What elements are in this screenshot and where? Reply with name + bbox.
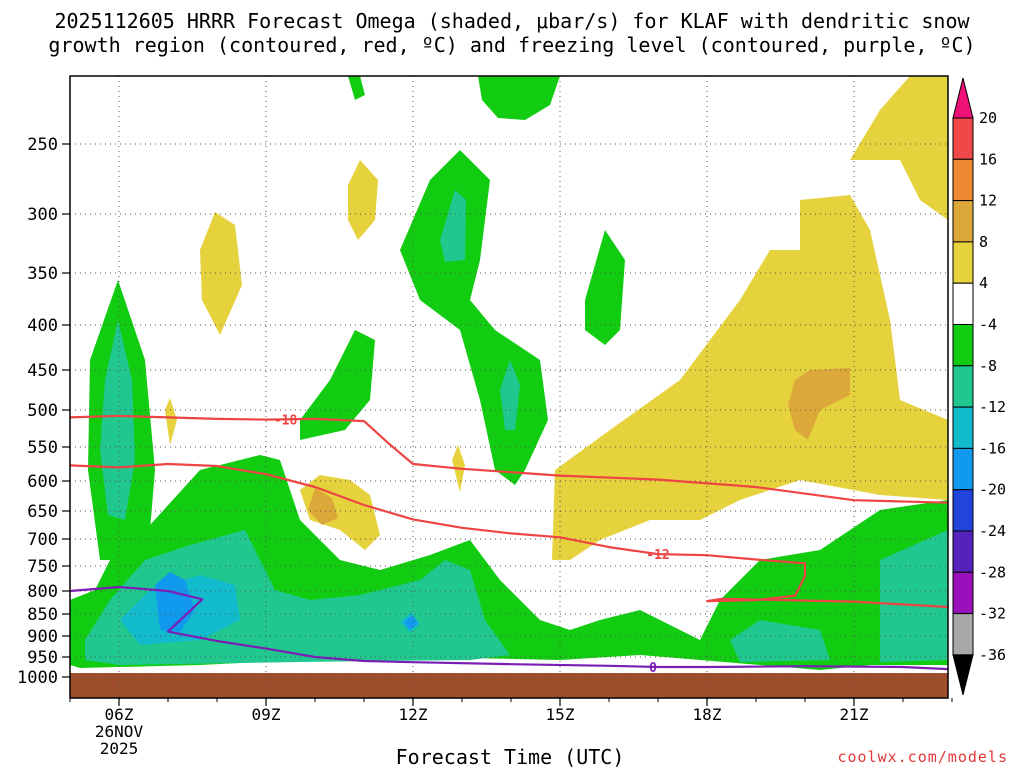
x-tick-year: 2025 — [100, 739, 139, 758]
y-tick-label: 650 — [27, 502, 58, 522]
shade-region-mid-09z-green — [300, 330, 375, 440]
y-axis: 2503003504004505005506006507007508008509… — [17, 135, 70, 688]
gridlines — [70, 76, 948, 698]
colorbar-top-arrow — [952, 77, 974, 119]
colorbar-label: 20 — [979, 109, 997, 127]
colorbar-label: -24 — [979, 522, 1006, 540]
contour-dendritic--18 — [70, 414, 948, 504]
colorbar-bottom-arrow — [952, 654, 974, 696]
shade-region-top-14z-green — [478, 76, 560, 120]
colorbar-cell — [952, 200, 974, 243]
shade-region-dot-blue — [404, 615, 418, 630]
shade-region-mid-14z-teal — [500, 360, 520, 430]
colorbar-cell — [952, 324, 974, 367]
colorbar-label: -4 — [979, 316, 997, 334]
contour-label: -18 — [274, 414, 298, 429]
shade-region-orange-10z — [308, 488, 338, 525]
colorbar-label: -16 — [979, 439, 1006, 457]
x-tick-label: 21Z — [840, 705, 869, 724]
y-tick-label: 400 — [27, 316, 58, 336]
ground-surface — [70, 673, 948, 698]
shade-region-yellow-07z — [165, 398, 177, 445]
shade-region-top-10z-green — [348, 76, 365, 100]
x-tick-label: 06Z — [105, 705, 134, 724]
shade-region-yellow-10z — [348, 160, 378, 240]
y-tick-label: 600 — [27, 472, 58, 492]
x-tick-label: 09Z — [252, 705, 281, 724]
shade-region-upper-15z-green — [585, 230, 625, 345]
shade-region-low-right-teal — [880, 530, 948, 662]
colorbar-label: -32 — [979, 605, 1006, 623]
colorbar-cell — [952, 117, 974, 160]
shade-region-upper-13z-teal — [440, 190, 466, 262]
y-tick-label: 550 — [27, 438, 58, 458]
colorbar-label: -20 — [979, 481, 1006, 499]
colorbar-cell — [952, 406, 974, 449]
title-line-1: 2025112605 HRRR Forecast Omega (shaded, … — [54, 9, 970, 33]
colorbar: 20 16 12 8 4 -4 -8 -12 -16 -20 -24 -28 -32 -36 — [952, 77, 1006, 696]
colorbar-label: 8 — [979, 233, 988, 251]
y-tick-label: 900 — [27, 627, 58, 647]
colorbar-label: 16 — [979, 150, 997, 168]
colorbar-cell — [952, 489, 974, 532]
shade-region-yellow-right — [552, 195, 948, 560]
colorbar-label: -12 — [979, 398, 1006, 416]
x-tick-label: 15Z — [546, 705, 575, 724]
plot-frame — [69, 75, 949, 699]
colorbar-label: -8 — [979, 357, 997, 375]
shade-region-yellow-upper-right — [850, 76, 948, 220]
contour-dendritic--12 — [70, 462, 948, 609]
shade-region-column-6z-teal — [100, 320, 135, 520]
y-tick-label: 300 — [27, 205, 58, 225]
colorbar-label: -28 — [979, 563, 1006, 581]
colorbar-cell — [952, 158, 974, 202]
colorbar-cell — [952, 613, 974, 656]
y-tick-label: 800 — [27, 582, 58, 602]
y-tick-label: 250 — [27, 135, 58, 155]
contour-label: -12 — [646, 548, 669, 563]
colorbar-cell — [952, 282, 974, 326]
x-tick-label: 18Z — [693, 705, 722, 724]
y-tick-label: 850 — [27, 605, 58, 625]
colorbar-cell — [952, 365, 974, 408]
colorbar-label: -36 — [979, 646, 1006, 664]
colorbar-label: 4 — [979, 274, 988, 292]
x-axis-label: Forecast Time (UTC) — [395, 745, 625, 769]
contour-lines: -18 -12 0 — [70, 414, 948, 676]
y-tick-label: 1000 — [17, 668, 58, 688]
y-tick-label: 950 — [27, 648, 58, 668]
omega-shading — [70, 76, 948, 698]
y-tick-label: 500 — [27, 401, 58, 421]
y-tick-label: 450 — [27, 361, 58, 381]
contour-freezing-level — [70, 585, 948, 671]
shade-region-low-right2-teal — [730, 620, 830, 662]
y-tick-label: 350 — [27, 264, 58, 284]
colorbar-cell — [952, 571, 974, 615]
x-tick-label: 12Z — [399, 705, 428, 724]
colorbar-label: 12 — [979, 192, 997, 210]
y-tick-label: 750 — [27, 557, 58, 577]
contour-label: 0 — [649, 661, 657, 676]
credit-link[interactable]: coolwx.com/models — [837, 748, 1008, 766]
title-line-2: growth region (contoured, red, ºC) and f… — [48, 33, 976, 57]
colorbar-cell — [952, 241, 974, 284]
colorbar-cell — [952, 530, 974, 573]
x-tick-date: 26NOV — [95, 722, 144, 741]
y-tick-label: 700 — [27, 530, 58, 550]
shade-region-orange-20z — [788, 368, 850, 440]
colorbar-cell — [952, 447, 974, 491]
